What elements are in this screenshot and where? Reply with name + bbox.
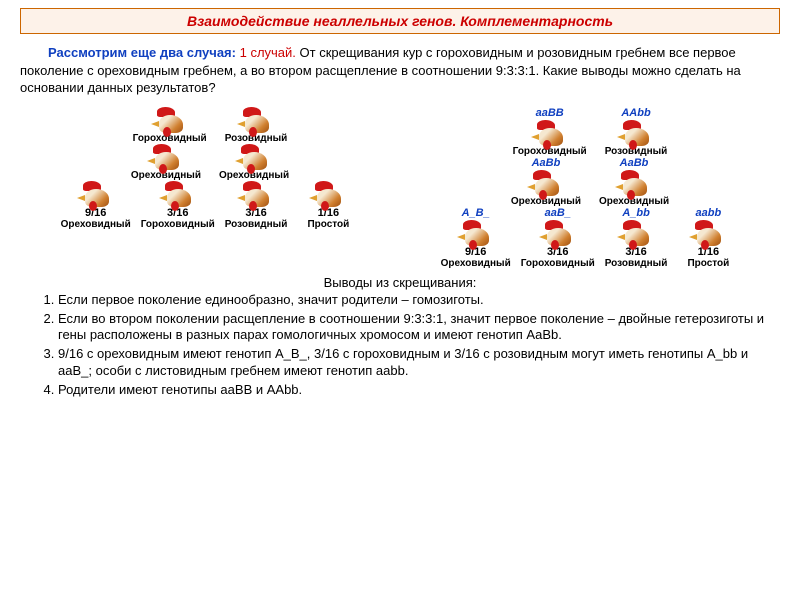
chicken-head-icon [155,107,185,133]
conclusion-item: 9/16 с ореховидным имеют генотип A_B_, 3… [58,346,780,380]
cross-row: A_B_9/16ОреховидныйaaB_3/16ГороховидныйA… [441,207,740,269]
chicken-head-icon [163,181,193,207]
phenotype-label: Гороховидный [521,258,595,269]
genotype-label: AAbb [621,107,650,120]
cross-row: AaBbОреховидный AaBbОреховидный [511,157,669,207]
cross-cell: AaBbОреховидный [599,157,669,207]
phenotype-label: Простой [307,219,349,230]
right-cross: aaBBГороховидныйAAbbРозовидныйAaBbОрехов… [441,107,740,269]
cross-cell: Ореховидный [131,144,201,181]
intro-paragraph: Рассмотрим еще два случая: 1 случай. От … [20,44,780,97]
cross-cell: AaBbОреховидный [511,157,581,207]
chicken-head-icon [621,120,651,146]
cross-cell: 9/16Ореховидный [61,181,131,230]
cross-cell: Гороховидный [133,107,207,144]
phenotype-label: Розовидный [605,258,668,269]
diagrams-area: ГороховидныйРозовидныйОреховидныйОрехови… [20,107,780,269]
conclusion-item: Если первое поколение единообразно, знач… [58,292,780,309]
cross-row: aaBBГороховидный AAbbРозовидный [513,107,668,157]
cross-row: Гороховидный Розовидный [133,107,288,144]
cross-cell: aabb1/16Простой [677,207,739,269]
chicken-head-icon [81,181,111,207]
chicken-head-icon [241,181,271,207]
cross-cell: 1/16Простой [297,181,359,230]
chicken-head-icon [535,120,565,146]
cross-row: 9/16Ореховидный3/16Гороховидный3/16Розов… [61,181,360,230]
chicken-head-icon [543,220,573,246]
cross-cell: Розовидный [225,107,288,144]
cross-cell: A_bb3/16Розовидный [605,207,668,269]
genotype-label: aaBB [536,107,564,120]
chicken-head-icon [241,107,271,133]
cross-row: Ореховидный Ореховидный [131,144,289,181]
chicken-head-icon [693,220,723,246]
chicken-head-icon [239,144,269,170]
cross-cell: aaBBГороховидный [513,107,587,157]
chicken-head-icon [151,144,181,170]
chicken-head-icon [621,220,651,246]
genotype-label: A_bb [622,207,650,220]
cross-cell: A_B_9/16Ореховидный [441,207,511,269]
cross-cell: aaB_3/16Гороховидный [521,207,595,269]
conclusion-item: Если во втором поколении расщепление в с… [58,311,780,345]
conclusion-item: Родители имеют генотипы aaBB и AAbb. [58,382,780,399]
genotype-label: A_B_ [462,207,490,220]
cross-cell: Ореховидный [219,144,289,181]
phenotype-label: Простой [687,258,729,269]
genotype-label: aabb [696,207,722,220]
phenotype-label: Гороховидный [141,219,215,230]
cross-cell: 3/16Розовидный [225,181,288,230]
chicken-head-icon [461,220,491,246]
intro-red: 1 случай. [236,45,300,60]
conclusion-heading: Выводы из скрещивания: [20,275,780,290]
genotype-label: AaBb [620,157,649,170]
cross-cell: 3/16Гороховидный [141,181,215,230]
chicken-head-icon [313,181,343,207]
intro-blue: Рассмотрим еще два случая: [48,45,236,60]
cross-cell: AAbbРозовидный [605,107,668,157]
left-cross: ГороховидныйРозовидныйОреховидныйОрехови… [61,107,360,269]
phenotype-label: Ореховидный [441,258,511,269]
title-text: Взаимодействие неаллельных генов. Компле… [187,13,613,29]
chicken-head-icon [619,170,649,196]
conclusion-list: Если первое поколение единообразно, знач… [20,292,780,399]
phenotype-label: Ореховидный [61,219,131,230]
genotype-label: AaBb [532,157,561,170]
chicken-head-icon [531,170,561,196]
title-banner: Взаимодействие неаллельных генов. Компле… [20,8,780,34]
genotype-label: aaB_ [545,207,571,220]
phenotype-label: Розовидный [225,219,288,230]
